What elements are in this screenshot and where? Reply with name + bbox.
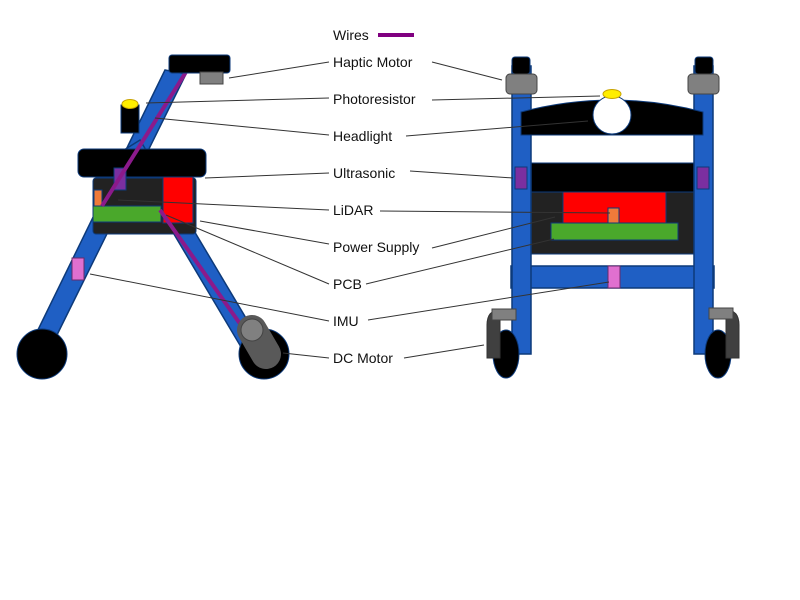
- label-dc-motor: DC Motor: [333, 350, 393, 366]
- front-seat: [530, 162, 696, 193]
- leader-power-right: [431, 216, 556, 249]
- side-wire-rear: [100, 70, 188, 208]
- label-lidar: LiDAR: [333, 202, 373, 218]
- side-headlight: [120, 104, 140, 134]
- front-right-handle: [694, 56, 714, 75]
- side-imu: [71, 257, 85, 281]
- label-power-supply: Power Supply: [333, 239, 419, 255]
- leader-ultrasonic-right: [409, 170, 514, 179]
- leader-lines: [89, 61, 611, 359]
- side-view: [16, 54, 290, 380]
- leader-photoresistor-right: [431, 95, 601, 101]
- leader-pcb-left: [165, 214, 330, 285]
- front-headlight-lens: [592, 95, 632, 135]
- label-imu: IMU: [333, 313, 359, 329]
- leader-dc-motor-left: [282, 352, 330, 359]
- side-photoresistor: [121, 99, 139, 109]
- side-lidar: [93, 189, 103, 207]
- front-lidar: [607, 207, 620, 224]
- label-headlight: Headlight: [333, 128, 392, 144]
- side-haptic-motor: [199, 71, 224, 85]
- front-right-dc-motor-cap: [708, 307, 734, 320]
- side-front-wheel: [16, 328, 68, 380]
- side-wire-front: [158, 208, 252, 340]
- front-pcb: [550, 222, 679, 241]
- front-left-handle: [511, 56, 531, 75]
- leader-headlight-right: [405, 120, 589, 137]
- front-imu: [607, 265, 621, 289]
- front-right-ultrasonic: [696, 166, 710, 190]
- leader-headlight-left: [154, 117, 330, 136]
- leader-lidar-left: [117, 199, 330, 211]
- side-handle: [168, 54, 231, 74]
- legend-wires-label: Wires: [333, 27, 369, 43]
- label-haptic-motor: Haptic Motor: [333, 54, 413, 70]
- leader-imu-right: [367, 281, 610, 321]
- leader-haptic-right: [431, 61, 503, 81]
- leader-imu-left: [89, 273, 330, 322]
- leader-photoresistor-left: [145, 97, 330, 104]
- label-photoresistor: Photoresistor: [333, 91, 416, 107]
- leader-power-left: [199, 220, 330, 245]
- front-left-haptic-motor: [505, 73, 538, 95]
- leader-haptic-left: [228, 61, 330, 79]
- leader-pcb-right: [365, 238, 555, 285]
- leader-lidar-right: [379, 210, 611, 214]
- leader-dc-motor-right: [403, 344, 485, 359]
- front-right-haptic-motor: [687, 73, 720, 95]
- front-left-ultrasonic: [514, 166, 528, 190]
- side-seat: [77, 148, 207, 178]
- labels: Haptic Motor Photoresistor Headlight Ult…: [333, 54, 419, 366]
- legend: Wires: [333, 27, 414, 43]
- front-photoresistor: [602, 89, 622, 99]
- side-dc-motor-cap: [240, 318, 264, 342]
- label-pcb: PCB: [333, 276, 362, 292]
- label-ultrasonic: Ultrasonic: [333, 165, 395, 181]
- side-pcb: [92, 205, 162, 223]
- front-left-dc-motor-cap: [491, 308, 517, 321]
- leader-ultrasonic-left: [204, 172, 330, 179]
- front-view: [486, 56, 740, 379]
